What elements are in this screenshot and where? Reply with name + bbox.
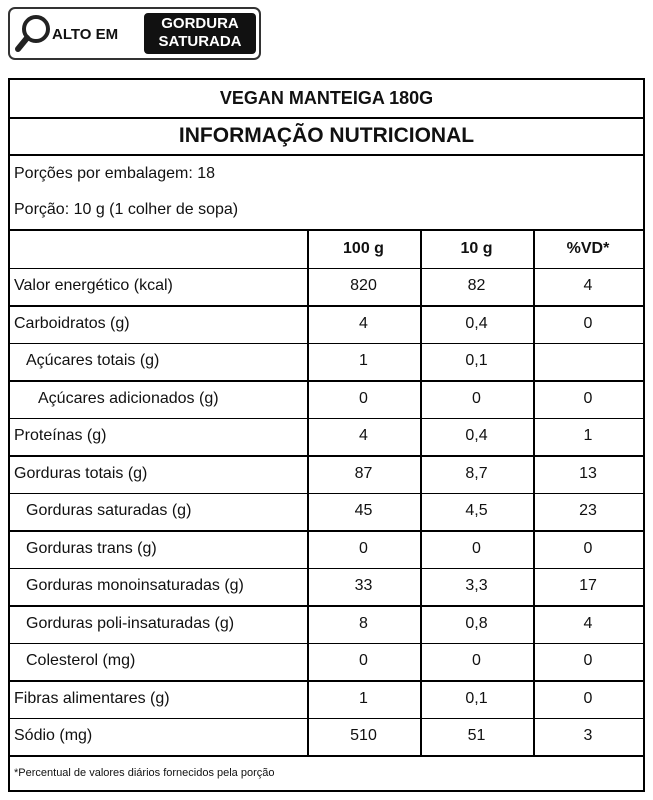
row-line [10,605,643,607]
badge-nutrient: GORDURA SATURADA [144,13,256,54]
nutrient-value: 1 [359,689,368,707]
nutrient-value: 0 [359,652,368,670]
row-line [10,755,643,757]
row-line [10,154,643,156]
nutrient-value: 33 [354,577,373,595]
badge-line: SATURADA [158,33,242,50]
nutrient-name: Açúcares adicionados (g) [38,389,219,407]
nutrient-value: 4,5 [465,502,488,520]
column-header: %VD* [566,239,610,257]
row-line [10,229,643,231]
row-line [10,380,643,382]
nutrient-name: Fibras alimentares (g) [14,689,170,707]
column-line [307,230,309,755]
nutrient-value: 1 [359,352,368,370]
footnote: *Percentual de valores diários fornecido… [14,766,275,779]
servings-text: Porção: 10 g (1 colher de sopa) [14,201,239,218]
nutrition-table: VEGAN MANTEIGA 180G INFORMAÇÃO NUTRICIONA… [8,78,645,792]
nutrient-value: 0 [583,389,593,407]
nutrient-value: 23 [579,502,597,520]
row-line [10,417,643,419]
nutrient-value: 8,7 [465,464,488,482]
label-title: VEGAN MANTEIGA 180G [219,88,434,108]
nutrient-name: Gorduras trans (g) [26,539,157,557]
nutrient-value: 3 [583,727,593,745]
row-line [10,680,643,682]
row-line [10,267,643,269]
nutrient-value: 0 [472,652,481,670]
row-line [10,567,643,569]
column-header: 10 g [460,239,493,257]
nutrient-value: 4 [583,277,593,295]
row-line [10,530,643,532]
nutrient-name: Valor energético (kcal) [14,277,173,295]
nutrient-value: 0,4 [465,314,488,332]
nutrient-value: 4 [359,314,368,332]
row-line [10,642,643,644]
nutrient-name: Carboidratos (g) [14,314,130,332]
servings-text: Porções por embalagem: 18 [14,165,215,182]
nutrient-value: 0,1 [465,352,488,370]
nutrient-name: Gorduras poli-insaturadas (g) [26,614,235,632]
nutrient-value: 0 [472,539,481,557]
nutrient-value: 0 [359,539,368,557]
row-line [10,305,643,307]
nutrient-value: 1 [583,427,593,445]
nutrient-name: Sódio (mg) [14,727,93,745]
nutrient-name: Gorduras totais (g) [14,464,148,482]
nutrient-value: 4 [359,427,368,445]
nutrient-value: 13 [579,464,597,482]
warning-badge: ALTO EM GORDURA SATURADA [8,7,261,60]
nutrient-value: 0 [472,389,481,407]
nutrient-name: Açúcares totais (g) [26,352,160,370]
nutrient-value: 3,3 [465,577,488,595]
nutrient-name: Colesterol (mg) [26,652,136,670]
nutrient-name: Gorduras saturadas (g) [26,502,192,520]
nutrient-value: 0 [583,314,593,332]
nutrient-value: 0,1 [465,689,488,707]
nutrient-value: 0,8 [465,614,488,632]
nutrient-name: Gorduras monoinsaturadas (g) [26,577,244,595]
nutrient-value: 0 [583,689,593,707]
nutrient-value: 4 [583,614,593,632]
row-line [10,717,643,719]
badge-label: ALTO EM [52,26,119,43]
nutrient-value: 17 [579,577,597,595]
row-line [10,455,643,457]
nutrient-value: 87 [354,464,373,482]
label-subtitle: INFORMAÇÃO NUTRICIONAL [178,123,475,147]
row-line [10,117,643,119]
nutrient-value: 8 [359,614,368,632]
nutrient-value: 0,4 [465,427,488,445]
row-line [10,492,643,494]
column-line [533,230,535,755]
nutrient-value: 0 [359,389,368,407]
nutrient-value: 820 [350,277,377,295]
nutrient-value: 0 [583,539,593,557]
badge-line: GORDURA [161,15,239,32]
nutrient-value: 45 [354,502,373,520]
column-line [420,230,422,755]
column-header: 100 g [343,239,384,257]
nutrient-value: 82 [467,277,486,295]
nutrient-value: 0 [583,652,593,670]
nutrient-value: 510 [350,727,377,745]
nutrient-value: 51 [467,727,486,745]
magnifier-icon [15,15,50,52]
nutrient-name: Proteínas (g) [14,427,107,445]
row-line [10,342,643,344]
